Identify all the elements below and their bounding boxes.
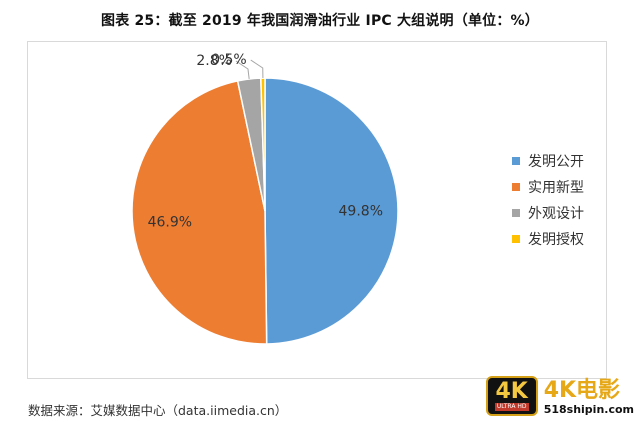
slice-label-1: 49.8%	[339, 203, 383, 219]
legend-swatch	[512, 157, 520, 165]
leader-line-3	[235, 60, 250, 80]
slice-label-3: 2.8%	[196, 53, 232, 69]
source-note: 数据来源：艾媒数据中心（data.iimedia.cn）	[28, 403, 288, 418]
chart-legend: 发明公开实用新型外观设计发明授权	[512, 148, 584, 252]
watermark-logo: 4K ULTRA HD	[485, 376, 538, 416]
pie-slice-2	[131, 79, 268, 345]
leader-line-4	[250, 59, 264, 79]
legend-item-2: 实用新型	[512, 174, 584, 200]
legend-label: 实用新型	[528, 180, 584, 196]
legend-swatch	[512, 235, 520, 243]
legend-label: 外观设计	[528, 206, 584, 222]
legend-swatch	[512, 209, 520, 217]
chart-title: 图表 25：截至 2019 年我国润滑油行业 IPC 大组说明（单位：%）	[101, 13, 539, 29]
legend-item-3: 外观设计	[512, 200, 584, 226]
slice-label-2: 46.9%	[148, 215, 192, 231]
watermark-logo-small: ULTRA HD	[494, 403, 529, 411]
legend-label: 发明授权	[528, 232, 584, 248]
slice-label-4: 0.5%	[211, 52, 247, 68]
legend-label: 发明公开	[528, 154, 584, 170]
watermark-url: 518shipin.com	[543, 403, 634, 416]
watermark: 4K ULTRA HD 4K电影 518shipin.com	[485, 376, 634, 416]
pie-slice-1	[264, 77, 399, 345]
legend-item-1: 发明公开	[512, 148, 584, 174]
watermark-title: 4K电影	[543, 378, 621, 403]
legend-item-4: 发明授权	[512, 226, 584, 252]
watermark-logo-big: 4K	[495, 379, 528, 404]
legend-swatch	[512, 183, 520, 191]
